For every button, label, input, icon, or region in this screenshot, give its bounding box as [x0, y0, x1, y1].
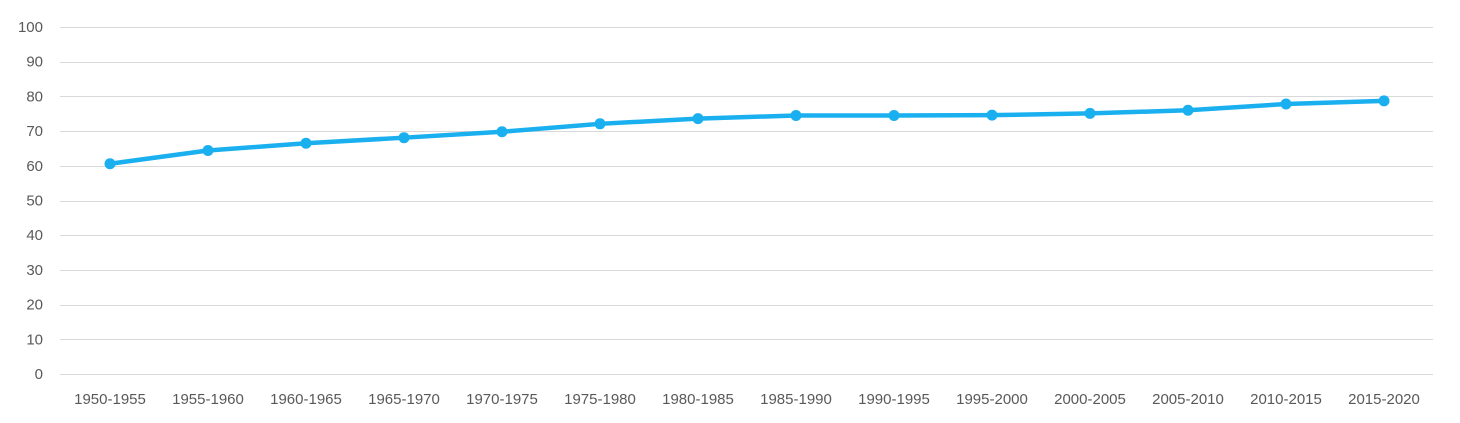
y-tick-label: 0 — [35, 366, 43, 383]
y-tick-label: 80 — [26, 88, 43, 105]
x-tick-label: 1955-1960 — [172, 391, 244, 408]
data-point — [790, 109, 802, 121]
series-line — [107, 98, 1387, 166]
y-tick-label: 50 — [26, 193, 43, 210]
data-point — [986, 109, 998, 121]
data-point — [1378, 95, 1390, 107]
x-tick-label: 2005-2010 — [1152, 391, 1224, 408]
y-axis-tick-labels: 0 10 20 30 40 50 60 70 80 90 100 — [18, 19, 43, 383]
x-tick-label: 1965-1970 — [368, 391, 440, 408]
data-point — [104, 158, 116, 170]
data-point — [398, 132, 410, 144]
x-tick-label: 1975-1980 — [564, 391, 636, 408]
data-point — [1084, 107, 1096, 119]
data-point — [1280, 98, 1292, 110]
y-tick-label: 60 — [26, 158, 43, 175]
data-point — [496, 126, 508, 138]
y-tick-label: 90 — [26, 54, 43, 71]
y-tick-label: 30 — [26, 262, 43, 279]
data-point — [300, 137, 312, 149]
x-tick-label: 1995-2000 — [956, 391, 1028, 408]
y-tick-label: 100 — [18, 19, 43, 36]
series-layer — [104, 95, 1390, 170]
x-tick-label: 2000-2005 — [1054, 391, 1126, 408]
data-point — [888, 109, 900, 121]
y-tick-label: 20 — [26, 297, 43, 314]
y-tick-label: 40 — [26, 227, 43, 244]
x-tick-label: 2015-2020 — [1348, 391, 1420, 408]
x-tick-label: 2010-2015 — [1250, 391, 1322, 408]
data-point — [202, 145, 214, 157]
y-tick-label: 10 — [26, 331, 43, 348]
y-tick-label: 70 — [26, 123, 43, 140]
gridlines — [60, 27, 1433, 375]
x-tick-label: 1985-1990 — [760, 391, 832, 408]
x-tick-label: 1960-1965 — [270, 391, 342, 408]
data-point — [692, 113, 704, 125]
x-tick-label: 1970-1975 — [466, 391, 538, 408]
x-tick-label: 1990-1995 — [858, 391, 930, 408]
x-tick-label: 1980-1985 — [662, 391, 734, 408]
data-point — [594, 118, 606, 130]
x-axis-tick-labels: 1950-1955 1955-1960 1960-1965 1965-1970 1970… — [74, 391, 1420, 408]
data-point — [1182, 104, 1194, 116]
x-tick-label: 1950-1955 — [74, 391, 146, 408]
